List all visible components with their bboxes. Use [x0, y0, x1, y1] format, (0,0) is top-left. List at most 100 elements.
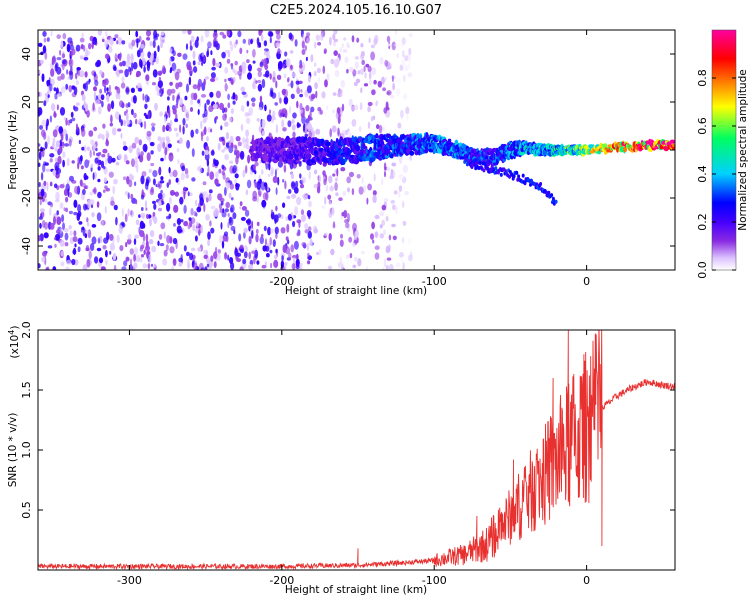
heatmap-cell — [201, 150, 205, 156]
heatmap-cell — [224, 252, 228, 260]
heatmap-cell — [133, 253, 137, 262]
heatmap-cell — [131, 158, 135, 168]
heatmap-cell — [245, 129, 250, 137]
heatmap-cell — [282, 244, 287, 253]
heatmap-cell — [209, 171, 215, 180]
snr-chart: -300 -200 -100 0 0.5 1.0 1.5 2.0 Height of stra… — [7, 321, 676, 596]
heatmap-cell — [133, 112, 137, 119]
heatmap-cell — [356, 174, 361, 179]
heatmap-cell — [323, 49, 327, 55]
heatmap-cell — [109, 243, 115, 251]
heatmap-cell — [142, 93, 145, 101]
heatmap-cell — [168, 179, 171, 185]
heatmap-cell — [62, 32, 67, 40]
heatmap-cell — [136, 49, 141, 58]
heatmap-cell — [97, 134, 101, 140]
heatmap-cell — [183, 220, 189, 227]
heatmap-cell — [140, 254, 145, 258]
heatmap-cell — [118, 225, 123, 234]
heatmap-cell — [64, 143, 70, 147]
heatmap-cell — [121, 60, 127, 67]
heatmap-cell — [179, 97, 183, 106]
heatmap-cell — [284, 51, 288, 57]
heatmap-cell — [79, 73, 84, 78]
heatmap-cell — [85, 50, 91, 56]
heatmap-cell — [56, 57, 62, 61]
heatmap-cell — [120, 132, 123, 139]
heatmap-cell — [246, 49, 249, 54]
heatmap-cell — [204, 266, 208, 270]
heatmap-cell — [94, 79, 99, 87]
heatmap-cell — [185, 83, 190, 93]
heatmap-cell — [102, 245, 107, 250]
heatmap-cell — [304, 133, 309, 138]
heatmap-cell — [332, 33, 336, 41]
heatmap-cell — [135, 30, 139, 38]
heatmap-cell — [294, 206, 299, 216]
heatmap-cell — [180, 219, 184, 223]
heatmap-cell — [354, 256, 358, 262]
heatmap-cell — [219, 102, 224, 110]
heatmap-cell — [404, 191, 409, 196]
heatmap-cell — [409, 150, 415, 156]
heatmap-cell — [100, 160, 105, 169]
heatmap-cell — [292, 112, 297, 119]
heatmap-cell — [53, 110, 56, 117]
heatmap-cell — [92, 143, 97, 149]
heatmap-cell — [203, 254, 208, 259]
heatmap-cell — [261, 34, 264, 42]
heatmap-cell — [150, 162, 155, 167]
heatmap-cell — [76, 123, 78, 131]
heatmap-cell — [204, 76, 210, 80]
heatmap-cell — [148, 58, 152, 63]
heatmap-cell — [200, 267, 205, 270]
heatmap-cell — [150, 239, 154, 245]
heatmap-cell — [169, 81, 173, 86]
heatmap-cell — [402, 261, 405, 270]
heatmap-cell — [239, 47, 243, 54]
heatmap-cell — [73, 247, 76, 256]
heatmap-cell — [131, 62, 134, 72]
heatmap-cell — [239, 201, 243, 207]
heatmap-cell — [384, 77, 387, 81]
heatmap-cell — [46, 37, 50, 42]
heatmap-cell — [334, 69, 340, 78]
heatmap-cell — [200, 120, 203, 129]
heatmap-cell — [147, 214, 152, 219]
heatmap-cell — [239, 244, 244, 250]
heatmap-cell — [108, 84, 111, 92]
heatmap-cell — [197, 82, 201, 91]
heatmap-cell — [331, 109, 336, 114]
heatmap-cell — [63, 227, 69, 233]
heatmap-cell — [151, 126, 155, 132]
heatmap-cell — [403, 74, 406, 83]
heatmap-cell — [58, 126, 64, 134]
heatmap-cell — [212, 31, 218, 39]
heatmap-cell — [88, 250, 92, 260]
heatmap-cell — [158, 200, 162, 207]
heatmap-cell — [97, 151, 102, 156]
heatmap-cell — [214, 77, 219, 81]
heatmap-cell — [345, 254, 349, 259]
heatmap-cell — [281, 119, 285, 128]
heatmap-cell — [189, 107, 194, 112]
heatmap-cell — [285, 216, 289, 221]
heatmap-cell — [56, 104, 59, 111]
heatmap-cell — [226, 58, 231, 64]
y-tick-label: 2.0 — [20, 321, 33, 339]
heatmap-cell — [368, 71, 372, 80]
heatmap-cell — [203, 203, 206, 213]
heatmap-cell — [139, 44, 145, 49]
heatmap-cell — [60, 132, 64, 141]
heatmap-cell — [260, 181, 266, 191]
heatmap-cell — [94, 157, 99, 164]
heatmap-cell — [148, 254, 152, 264]
heatmap-cell — [478, 160, 482, 165]
heatmap-cell — [86, 258, 91, 268]
heatmap-cell — [81, 32, 84, 39]
heatmap-cell — [145, 233, 149, 243]
heatmap-cell — [227, 213, 230, 217]
heatmap-cell — [286, 223, 290, 233]
heatmap-cell — [77, 204, 82, 213]
heatmap-cell — [317, 107, 322, 112]
